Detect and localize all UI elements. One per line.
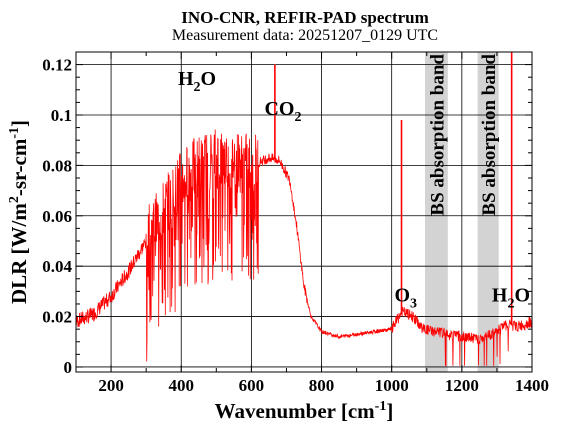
x-tick-label: 400 [168,376,194,395]
molecule-label-co2: CO2 [264,98,301,125]
y-axis-label-close: ] [7,120,31,127]
molecule-label-h2o-left: H2O [178,68,216,95]
y-tick-label: 0 [64,358,73,377]
y-axis-label-sup2: -1 [7,127,22,139]
x-tick-label: 1200 [445,376,479,395]
chart-subtitle: Measurement data: 20251207_0129 UTC [172,27,438,44]
y-tick-label: 0.1 [51,106,72,125]
y-axis-label-mid: -sr-cm [7,138,31,196]
y-tick-label: 0.12 [42,56,72,75]
x-tick-label: 200 [98,376,124,395]
molecule-label-base: H [492,284,508,306]
molecule-label-base: CO [264,98,294,120]
molecule-label-subscript: 3 [410,296,417,311]
y-axis-label-main: DLR [W/m [7,203,31,304]
x-tick-label: 1400 [515,376,549,395]
molecule-label-subscript: 2 [194,80,201,95]
x-tick-label: 800 [309,376,335,395]
molecule-label-o3: O3 [394,284,417,311]
molecule-label-subscript: 2 [507,296,514,311]
molecule-label-subscript: 2 [294,110,301,125]
x-axis-label: Wavenumber [cm-1] [215,399,394,423]
y-tick-label: 0.04 [42,257,72,276]
absorption-band-label: BS absorption band [479,54,500,216]
molecule-label-h2o-right: H2O [492,284,530,311]
y-axis-label-sup1: 2 [7,196,22,203]
molecule-label-tail: O [201,68,217,90]
x-axis-label-main: Wavenumber [cm [215,399,376,423]
x-tick-label: 600 [239,376,265,395]
x-tick-label: 1000 [375,376,409,395]
plot-frame [75,51,533,373]
molecule-label-base: O [394,284,410,306]
absorption-band-label: BS absorption band [427,54,448,216]
absorption-band [425,52,448,372]
x-axis-label-close: ] [386,399,393,423]
y-tick-label: 0.08 [42,156,72,175]
molecule-label-base: H [178,68,194,90]
chart-title: INO-CNR, REFIR-PAD spectrum [181,8,429,27]
spectrum-line [75,129,533,366]
x-axis-label-sup: -1 [375,399,387,414]
y-axis-label: DLR [W/m2-sr-cm-1] [7,120,31,304]
molecule-label-tail: O [514,284,530,306]
y-tick-label: 0.06 [42,207,72,226]
y-tick-label: 0.02 [42,308,72,327]
absorption-band [477,52,499,372]
